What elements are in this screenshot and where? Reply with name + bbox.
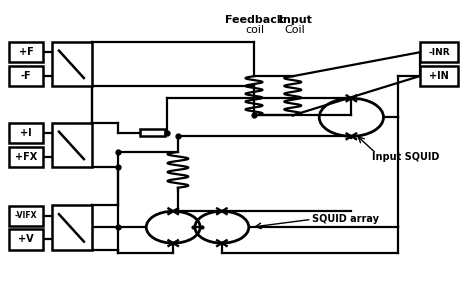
Bar xyxy=(9,229,43,250)
Text: Coil: Coil xyxy=(285,25,306,35)
Text: -INR: -INR xyxy=(428,48,450,57)
Bar xyxy=(52,205,92,250)
Text: +IN: +IN xyxy=(429,71,449,81)
Text: SQUID array: SQUID array xyxy=(312,214,379,224)
Text: Feedback: Feedback xyxy=(225,15,284,25)
Bar xyxy=(140,129,164,136)
Bar xyxy=(420,66,458,86)
Text: +F: +F xyxy=(19,47,34,57)
Text: +FX: +FX xyxy=(15,152,37,162)
Text: coil: coil xyxy=(246,25,264,35)
Bar xyxy=(52,42,92,86)
Text: -F: -F xyxy=(21,71,32,81)
Text: -VIFX: -VIFX xyxy=(15,211,37,220)
Bar xyxy=(420,42,458,62)
Text: Input SQUID: Input SQUID xyxy=(372,152,439,162)
Bar xyxy=(9,66,43,86)
Bar xyxy=(52,123,92,167)
Text: +V: +V xyxy=(18,234,34,244)
Text: +I: +I xyxy=(20,128,32,138)
Bar xyxy=(9,123,43,143)
Text: Input: Input xyxy=(279,15,311,25)
Bar xyxy=(9,42,43,62)
Bar xyxy=(9,206,43,226)
Bar xyxy=(9,147,43,167)
